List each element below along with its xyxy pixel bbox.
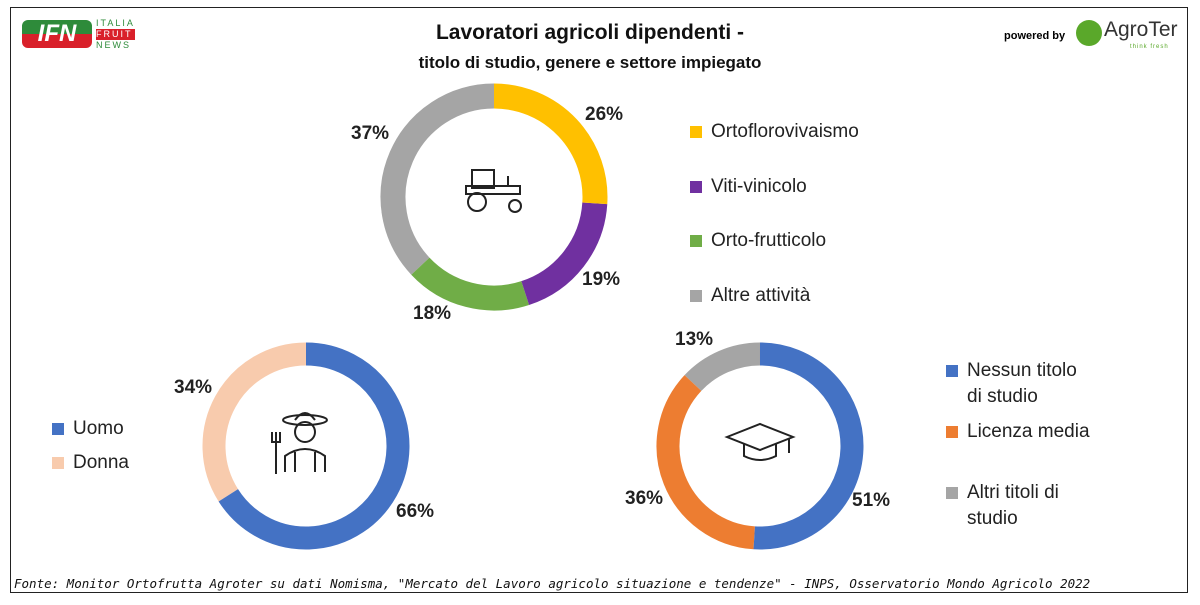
legend-item-ortoflorovivaismo: Ortoflorovivaismo: [690, 119, 859, 145]
legend-item-viti-vinicolo: Viti-vinicolo: [690, 174, 807, 200]
legend-swatch: [690, 181, 702, 193]
data-label-viti-vinicolo: 19%: [582, 269, 621, 290]
legend-swatch: [946, 426, 958, 438]
powered-by: powered by: [1004, 30, 1066, 42]
legend-swatch: [690, 290, 702, 302]
donut-segment-ortoflorovivaismo: [493, 83, 608, 205]
data-label-altri-titoli: 13%: [675, 329, 714, 350]
data-label-ortoflorovivaismo: 26%: [585, 104, 624, 125]
donut-segment-orto-frutticolo: [411, 257, 530, 311]
data-label-licenza-media: 36%: [625, 488, 664, 509]
legend-swatch: [52, 423, 64, 435]
legend-item-donna: Donna: [52, 450, 129, 476]
donut-segment-licenza-media: [656, 375, 756, 550]
farmer-icon: [271, 412, 328, 474]
data-label-nessun-titolo: 51%: [852, 490, 891, 511]
chart-subtitle: titolo di studio, genere e settore impie…: [418, 53, 762, 72]
legend-item-altri-titoli: Altri titoli di studio: [946, 480, 1076, 532]
donut-segment-altre-attivit-: [380, 83, 495, 275]
legend-item-altre-attivita: Altre attività: [690, 283, 810, 309]
tractor-icon: [465, 169, 522, 213]
legend-swatch: [690, 126, 702, 138]
legend-swatch: [690, 235, 702, 247]
legend-item-orto-frutticolo: Orto-frutticolo: [690, 228, 826, 254]
legend-item-licenza-media: Licenza media: [946, 419, 1090, 445]
donut-segment-donna: [202, 342, 307, 502]
data-label-uomo: 66%: [396, 501, 435, 522]
data-label-altre-attivita: 37%: [351, 123, 390, 144]
data-label-orto-frutticolo: 18%: [413, 303, 452, 324]
legend-swatch: [52, 457, 64, 469]
source-note: Fonte: Monitor Ortofrutta Agroter su dat…: [14, 576, 1091, 591]
legend-swatch: [946, 365, 958, 377]
graduation-cap-icon: [724, 422, 796, 461]
ifn-logo: IFN ITALIA FRUIT NEWS: [22, 18, 142, 50]
legend-item-uomo: Uomo: [52, 416, 124, 442]
legend-item-nessun-titolo: Nessun titolo di studio: [946, 358, 1086, 410]
donut-segment-altri-titoli-di-studio: [684, 342, 761, 392]
chart-frame: [10, 7, 1188, 593]
donut-segment-uomo: [218, 342, 410, 550]
chart-title: Lavoratori agricoli dipendenti -: [435, 21, 745, 44]
donut-segment-nessun-titolo-di-studio: [753, 342, 864, 550]
legend-swatch: [946, 487, 958, 499]
data-label-donna: 34%: [174, 377, 213, 398]
donut-segment-viti-vinicolo: [520, 202, 608, 305]
tree-icon: [1076, 20, 1102, 46]
